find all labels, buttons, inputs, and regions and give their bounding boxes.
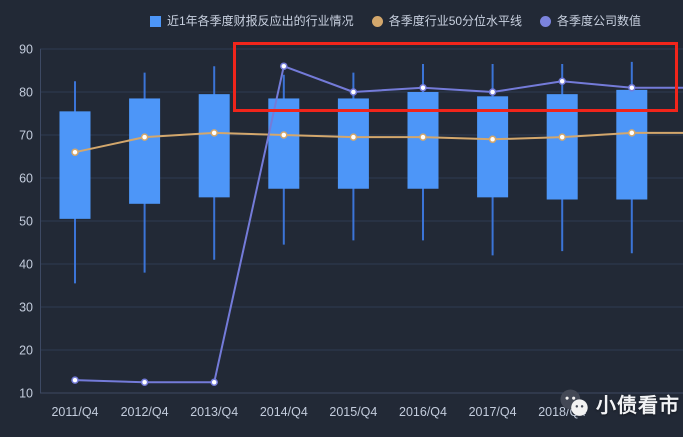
median-point[interactable] [558,133,566,141]
y-axis-tick-label: 40 [19,258,33,272]
x-axis-tick-label: 2015/Q4 [329,405,377,419]
legend-label-company-values: 各季度公司数值 [557,14,642,28]
y-axis-tick-label: 80 [19,86,33,100]
legend-label-industry-range: 近1年各季度财报反应出的行业情况 [167,14,354,28]
y-axis-tick-label: 60 [19,172,33,186]
candle-body[interactable] [616,89,648,200]
candle-body[interactable] [477,96,509,198]
company-value-point[interactable] [628,83,636,92]
company-value-point[interactable] [140,378,149,386]
median-point[interactable] [210,129,218,137]
x-axis-tick-label: 2016/Q4 [399,405,447,419]
median-point[interactable] [349,133,358,141]
watermark: 小债看市 [558,387,680,420]
orange-circle-marker [371,15,383,27]
candle-body[interactable] [546,94,578,200]
wechat-icon [558,387,591,420]
legend-label-median-line: 各季度行业50分位水平线 [388,14,523,28]
median-point[interactable] [628,129,636,137]
y-axis-tick-label: 50 [19,215,33,229]
x-axis-tick-label: 2017/Q4 [469,405,517,419]
company-value-point[interactable] [210,378,218,386]
x-axis-tick-label: 2014/Q4 [260,405,308,419]
median-line [74,131,683,154]
legend-item-company-values[interactable]: 各季度公司数值 [540,14,641,28]
candle-body[interactable] [59,111,91,219]
legend: 近1年各季度财报反应出的行业情况 各季度行业50分位水平线 各季度公司数值 [150,14,641,28]
median-point[interactable] [419,133,427,141]
median-point[interactable] [488,135,497,144]
candle-body[interactable] [129,98,161,204]
company-value-point[interactable] [349,88,358,96]
median-point[interactable] [140,133,149,141]
candle-body[interactable] [198,94,230,198]
blue-square-marker [150,15,161,27]
y-axis-tick-label: 10 [19,387,33,401]
legend-item-median-line[interactable]: 各季度行业50分位水平线 [371,14,523,28]
y-axis-tick-label: 20 [19,344,33,358]
y-axis-tick-label: 70 [19,129,33,143]
company-value-point[interactable] [558,77,566,85]
purple-circle-marker [540,15,552,27]
x-axis-tick-label: 2013/Q4 [190,405,238,419]
candle-body[interactable] [337,98,369,189]
company-values-line [74,65,683,384]
median-point[interactable] [71,148,79,156]
legend-item-industry-range[interactable]: 近1年各季度财报反应出的行业情况 [150,14,354,28]
x-axis-tick-label: 2011/Q4 [51,405,98,419]
company-value-point[interactable] [488,88,497,96]
company-value-point[interactable] [419,83,427,92]
watermark-text: 小债看市 [596,395,680,417]
company-value-point[interactable] [280,62,288,70]
company-value-point[interactable] [71,376,79,384]
y-axis-tick-label: 30 [19,301,33,315]
median-point[interactable] [280,131,288,139]
y-axis-tick-label: 90 [19,43,33,57]
x-axis-tick-label: 2012/Q4 [121,405,169,419]
